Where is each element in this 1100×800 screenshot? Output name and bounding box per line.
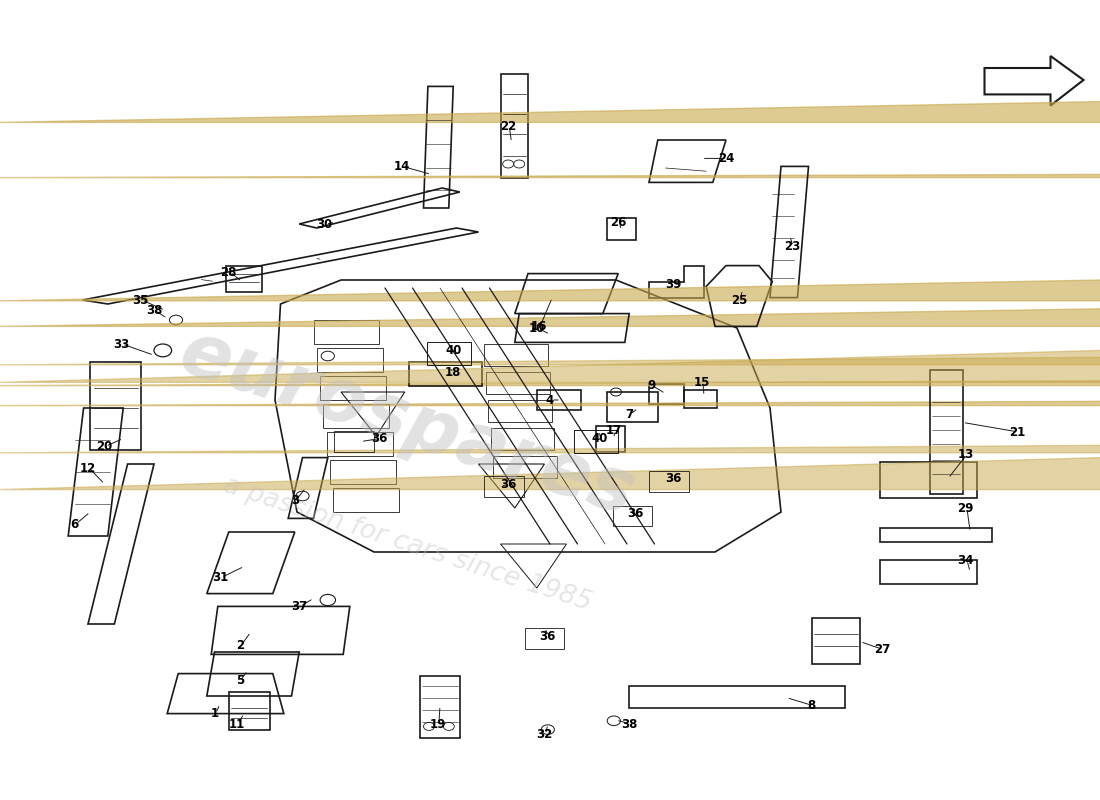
Text: 36: 36	[666, 472, 681, 485]
Polygon shape	[0, 280, 1100, 301]
Text: eurospares: eurospares	[170, 316, 644, 532]
Text: 40: 40	[446, 344, 461, 357]
Text: 9: 9	[647, 379, 656, 392]
Text: 30: 30	[317, 218, 332, 230]
Text: 3: 3	[290, 494, 299, 506]
Text: 33: 33	[113, 338, 129, 350]
Text: 24: 24	[718, 152, 734, 165]
Text: 34: 34	[958, 554, 974, 566]
Text: 27: 27	[874, 643, 890, 656]
Text: 36: 36	[628, 507, 643, 520]
Polygon shape	[0, 458, 1100, 490]
Text: 12: 12	[80, 462, 96, 474]
Text: 31: 31	[212, 571, 228, 584]
Text: 37: 37	[292, 600, 307, 613]
Text: 29: 29	[958, 502, 974, 514]
Text: 20: 20	[97, 440, 112, 453]
Text: 10: 10	[529, 322, 544, 334]
Text: 6: 6	[70, 518, 79, 530]
Polygon shape	[0, 430, 1100, 453]
Text: 14: 14	[394, 160, 409, 173]
Text: 21: 21	[1010, 426, 1025, 438]
Polygon shape	[0, 350, 1100, 382]
Text: 25: 25	[732, 294, 747, 306]
Polygon shape	[0, 309, 1100, 326]
Text: 28: 28	[221, 266, 236, 278]
Polygon shape	[0, 393, 1100, 406]
Text: 40: 40	[592, 432, 607, 445]
Text: 36: 36	[540, 630, 556, 642]
Text: 36: 36	[372, 432, 387, 445]
Text: 4: 4	[546, 394, 554, 406]
Text: 1: 1	[210, 707, 219, 720]
Text: 19: 19	[430, 718, 446, 730]
Text: 7: 7	[625, 408, 634, 421]
Text: 23: 23	[784, 240, 800, 253]
Text: 38: 38	[621, 718, 637, 730]
Text: 8: 8	[807, 699, 816, 712]
Polygon shape	[0, 342, 1100, 365]
Polygon shape	[0, 371, 1100, 386]
Text: 22: 22	[500, 120, 516, 133]
Text: 15: 15	[694, 376, 710, 389]
Text: 26: 26	[610, 216, 626, 229]
Text: 32: 32	[537, 728, 552, 741]
Text: 13: 13	[958, 448, 974, 461]
Text: 18: 18	[446, 366, 461, 378]
Text: a passion for cars since 1985: a passion for cars since 1985	[220, 472, 594, 616]
Text: 38: 38	[146, 304, 162, 317]
Text: 16: 16	[531, 320, 547, 333]
Text: 35: 35	[133, 294, 148, 306]
Text: 36: 36	[500, 478, 516, 490]
Text: 5: 5	[235, 674, 244, 686]
Polygon shape	[0, 168, 1100, 178]
Text: 39: 39	[666, 278, 681, 290]
Text: 17: 17	[606, 424, 621, 437]
Text: 11: 11	[229, 718, 244, 730]
Polygon shape	[0, 102, 1100, 122]
Text: 2: 2	[235, 639, 244, 652]
